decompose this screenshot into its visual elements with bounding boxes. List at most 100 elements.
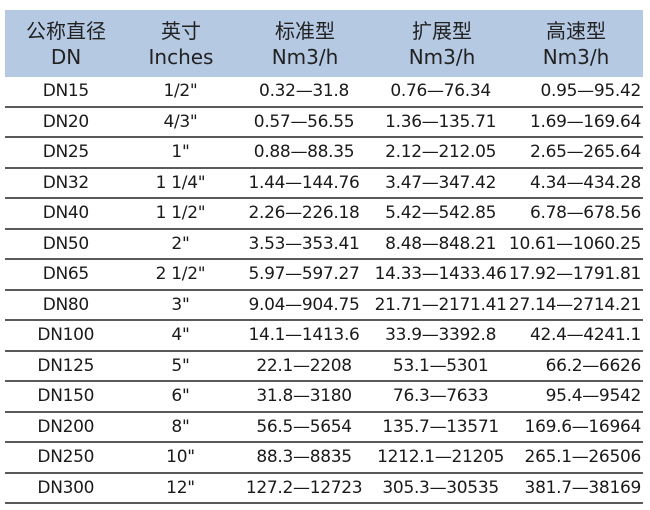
cell-high-speed-type: 42.4—4241.1 — [529, 325, 641, 346]
table-row: DN125 5" 22.1—2208 53.1—5301 66.2—6626 — [5, 352, 643, 382]
cell-inches: 12" — [166, 477, 195, 498]
table-row: DN32 1 1/4" 1.44—144.76 3.47—347.42 4.34—434… — [5, 169, 643, 199]
cell-high-speed-type: 6.78—678.56 — [529, 203, 641, 224]
cell-nominal-diameter: DN32 — [42, 172, 90, 193]
cell-standard-type: 1.44—144.76 — [248, 172, 360, 193]
cell-standard-type: 3.53—353.41 — [248, 233, 360, 254]
table-row: DN15 1/2" 0.32—31.8 0.76—76.34 0.95—95.42 — [5, 77, 643, 108]
cell-high-speed-type: 17.92—1791.81 — [508, 264, 641, 285]
table-row: DN200 8" 56.5—5654 135.7—13571 169.6—16964 — [5, 413, 643, 443]
cell-standard-type: 88.3—8835 — [256, 447, 352, 468]
cell-extended-type: 5.42—542.85 — [385, 203, 497, 224]
cell-nominal-diameter: DN20 — [42, 111, 90, 132]
cell-inches: 1/2" — [163, 81, 198, 102]
cell-nominal-diameter: DN65 — [42, 264, 90, 285]
cell-standard-type: 14.1—1413.6 — [248, 325, 360, 346]
table-row: DN100 4" 14.1—1413.6 33.9—3392.8 42.4—4241.1 — [5, 321, 643, 352]
cell-nominal-diameter: DN125 — [37, 355, 95, 376]
cell-extended-type: 305.3—30535 — [382, 477, 499, 498]
cell-high-speed-type: 169.6—16964 — [524, 416, 642, 437]
cell-extended-type: 33.9—3392.8 — [385, 325, 497, 346]
header-cn-label: 英寸 — [161, 18, 201, 43]
cell-nominal-diameter: DN15 — [42, 81, 90, 102]
header-cn-label: 标准型 — [275, 18, 335, 43]
cell-standard-type: 127.2—12723 — [245, 477, 363, 498]
cell-extended-type: 2.12—212.05 — [385, 142, 497, 163]
cell-inches: 4/3" — [163, 111, 198, 132]
cell-high-speed-type: 1.69—169.64 — [529, 111, 641, 132]
cell-extended-type: 76.3—7633 — [392, 386, 489, 407]
header-en-label: Inches — [148, 44, 214, 69]
cell-inches: 6" — [171, 386, 190, 407]
table-row: DN25 1" 0.88—88.35 2.12—212.05 2.65—265.64 — [5, 138, 643, 169]
cell-high-speed-type: 2.65—265.64 — [529, 142, 641, 163]
table-body: DN15 1/2" 0.32—31.8 0.76—76.34 0.95—95.42 DN2… — [5, 77, 643, 504]
table-row: DN20 4/3" 0.57—56.55 1.36—135.71 1.69—169.64 — [5, 108, 643, 138]
table-row: DN80 3" 9.04—904.75 21.71—2171.41 27.14—2714… — [5, 291, 643, 321]
table-row: DN65 2 1/2" 5.97—597.27 14.33—1433.46 17.92—… — [5, 260, 643, 291]
table-row: DN250 10" 88.3—8835 1212.1—21205 265.1—26506 — [5, 443, 643, 474]
table-row: DN150 6" 31.8—3180 76.3—7633 95.4—9542 — [5, 382, 643, 413]
cell-high-speed-type: 265.1—26506 — [524, 447, 642, 468]
cell-extended-type: 14.33—1433.46 — [374, 264, 507, 285]
table-header: 公称直径 DN 英寸 Inches 标准型 Nm3/h 扩展型 Nm3/h 高速型 Nm3/h — [5, 10, 643, 77]
cell-high-speed-type: 10.61—1060.25 — [508, 233, 641, 254]
cell-inches: 2 1/2" — [155, 264, 206, 285]
cell-extended-type: 1212.1—21205 — [377, 447, 505, 468]
cell-extended-type: 53.1—5301 — [392, 355, 489, 376]
header-en-label: Nm3/h — [408, 44, 476, 69]
cell-inches: 1" — [171, 142, 190, 163]
cell-high-speed-type: 0.95—95.42 — [540, 81, 641, 102]
cell-inches: 1 1/4" — [155, 172, 206, 193]
header-nominal-diameter: 公称直径 DN — [5, 10, 127, 77]
cell-nominal-diameter: DN80 — [42, 294, 90, 315]
header-cn-label: 公称直径 — [26, 18, 106, 43]
cell-extended-type: 135.7—13571 — [382, 416, 499, 437]
cell-inches: 1 1/2" — [155, 203, 206, 224]
cell-inches: 5" — [171, 355, 190, 376]
header-cn-label: 扩展型 — [412, 18, 472, 43]
cell-standard-type: 0.88—88.35 — [253, 142, 355, 163]
cell-extended-type: 0.76—76.34 — [390, 81, 491, 102]
table-row: DN50 2" 3.53—353.41 8.48—848.21 10.61—1060.2… — [5, 230, 643, 260]
cell-extended-type: 21.71—2171.41 — [374, 294, 507, 315]
header-cn-label: 高速型 — [546, 18, 606, 43]
cell-extended-type: 1.36—135.71 — [385, 111, 497, 132]
cell-high-speed-type: 66.2—6626 — [545, 355, 642, 376]
flow-range-table: 公称直径 DN 英寸 Inches 标准型 Nm3/h 扩展型 Nm3/h 高速型 Nm3/h D… — [5, 10, 643, 504]
cell-standard-type: 2.26—226.18 — [248, 203, 360, 224]
cell-nominal-diameter: DN150 — [37, 386, 95, 407]
cell-high-speed-type: 381.7—38169 — [524, 477, 642, 498]
header-high-speed-type: 高速型 Nm3/h — [509, 10, 643, 77]
header-standard-type: 标准型 Nm3/h — [235, 10, 375, 77]
header-en-label: Nm3/h — [542, 44, 610, 69]
cell-nominal-diameter: DN100 — [37, 325, 95, 346]
cell-standard-type: 31.8—3180 — [256, 386, 352, 407]
table-row: DN40 1 1/2" 2.26—226.18 5.42—542.85 6.78—678… — [5, 199, 643, 230]
header-inches: 英寸 Inches — [127, 10, 235, 77]
cell-extended-type: 3.47—347.42 — [385, 172, 497, 193]
cell-standard-type: 0.32—31.8 — [259, 81, 350, 102]
cell-inches: 10" — [166, 447, 195, 468]
cell-nominal-diameter: DN300 — [37, 477, 95, 498]
cell-nominal-diameter: DN250 — [37, 447, 95, 468]
cell-standard-type: 9.04—904.75 — [248, 294, 360, 315]
table-row: DN300 12" 127.2—12723 305.3—30535 381.7—3816… — [5, 474, 643, 504]
cell-standard-type: 5.97—597.27 — [248, 264, 360, 285]
cell-nominal-diameter: DN25 — [42, 142, 90, 163]
cell-nominal-diameter: DN200 — [37, 416, 95, 437]
cell-inches: 2" — [171, 233, 190, 254]
cell-high-speed-type: 27.14—2714.21 — [508, 294, 641, 315]
cell-high-speed-type: 95.4—9542 — [545, 386, 642, 407]
header-en-label: Nm3/h — [271, 44, 339, 69]
header-extended-type: 扩展型 Nm3/h — [375, 10, 509, 77]
cell-inches: 3" — [171, 294, 190, 315]
cell-inches: 4" — [171, 325, 190, 346]
cell-nominal-diameter: DN40 — [42, 203, 90, 224]
cell-standard-type: 0.57—56.55 — [253, 111, 355, 132]
header-en-label: DN — [50, 44, 82, 69]
cell-high-speed-type: 4.34—434.28 — [529, 172, 641, 193]
cell-inches: 8" — [171, 416, 190, 437]
cell-extended-type: 8.48—848.21 — [385, 233, 497, 254]
cell-nominal-diameter: DN50 — [42, 233, 90, 254]
